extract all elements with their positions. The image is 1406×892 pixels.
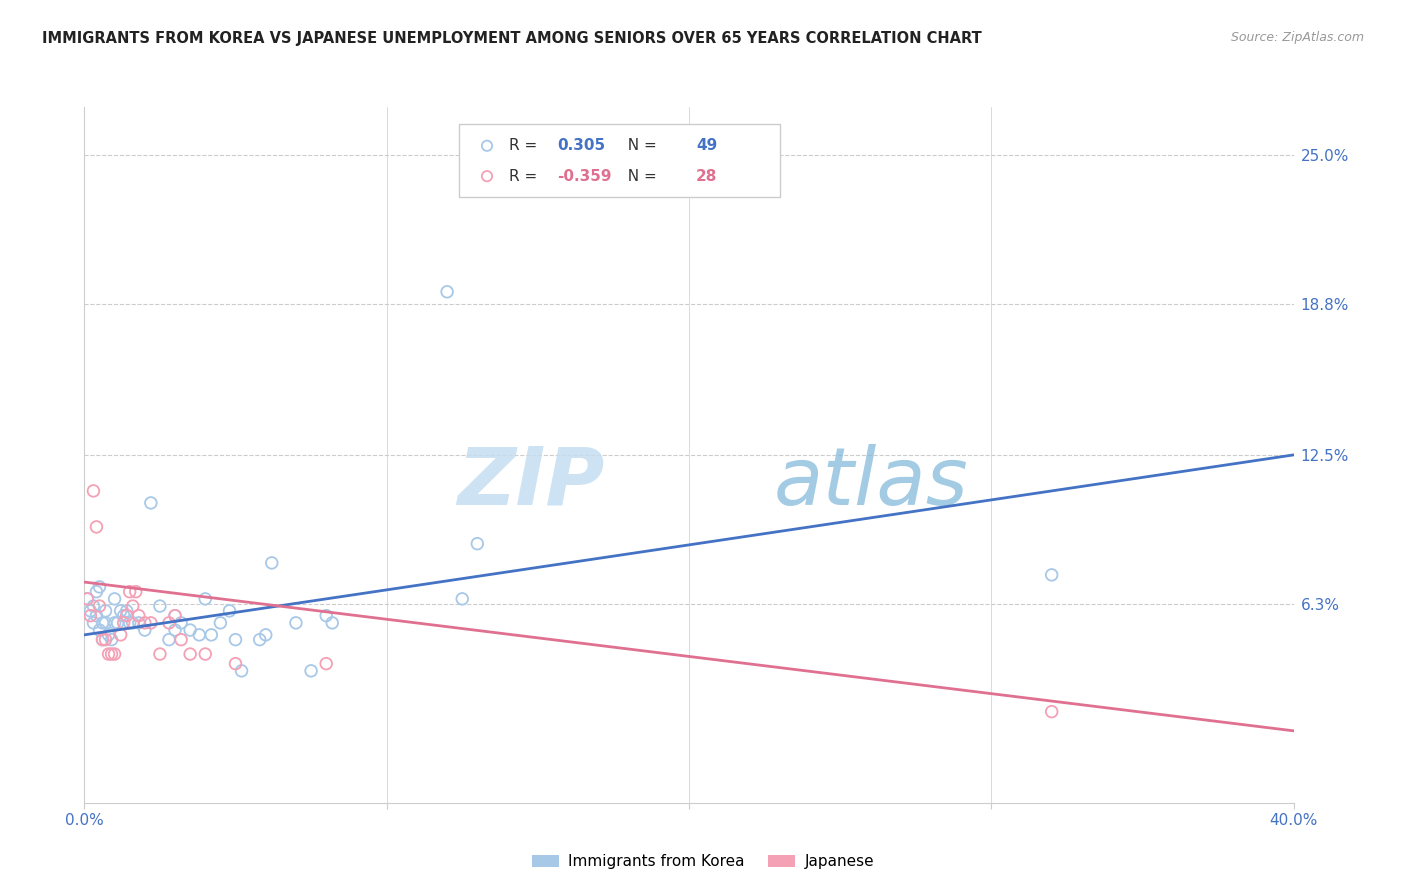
Point [315, 608, 337, 623]
Point [121, 615, 143, 630]
Text: R =: R = [509, 169, 541, 184]
Text: ZIP: ZIP [457, 443, 605, 522]
Point [254, 628, 277, 642]
Text: IMMIGRANTS FROM KOREA VS JAPANESE UNEMPLOYMENT AMONG SENIORS OVER 65 YEARS CORRE: IMMIGRANTS FROM KOREA VS JAPANESE UNEMPL… [42, 31, 981, 46]
Point [89, 580, 111, 594]
Point [89, 599, 111, 613]
Point [104, 647, 127, 661]
Point [170, 632, 193, 647]
Point [321, 615, 343, 630]
FancyBboxPatch shape [460, 124, 780, 197]
Point [100, 647, 122, 661]
Point [82, 615, 104, 630]
Point [100, 632, 122, 647]
Point [225, 632, 247, 647]
Point [86, 520, 108, 534]
Point [82, 483, 104, 498]
Point [91, 632, 114, 647]
Point [467, 537, 489, 551]
Point [1040, 567, 1063, 582]
Point [112, 608, 135, 623]
Point [299, 664, 322, 678]
Point [209, 615, 232, 630]
Point [179, 647, 201, 661]
Text: Source: ZipAtlas.com: Source: ZipAtlas.com [1230, 31, 1364, 45]
Point [139, 496, 162, 510]
Point [134, 623, 156, 637]
Text: R =: R = [509, 138, 541, 153]
Point [104, 615, 127, 630]
Point [260, 556, 283, 570]
Point [1040, 705, 1063, 719]
Point [165, 608, 187, 623]
Point [125, 584, 148, 599]
Point [128, 615, 150, 630]
Point [134, 615, 156, 630]
Point [225, 657, 247, 671]
Point [139, 615, 162, 630]
Point [107, 615, 129, 630]
Point [170, 615, 193, 630]
Point [149, 647, 172, 661]
Point [94, 615, 117, 630]
Point [188, 628, 211, 642]
Point [97, 628, 120, 642]
Text: -0.359: -0.359 [557, 169, 612, 184]
Point [94, 632, 117, 647]
Point [104, 591, 127, 606]
Point [179, 623, 201, 637]
Point [115, 604, 138, 618]
Point [200, 628, 222, 642]
Point [112, 615, 135, 630]
Point [249, 632, 271, 647]
Point [79, 604, 101, 618]
Point [165, 608, 187, 623]
Point [315, 657, 337, 671]
Text: N =: N = [617, 138, 661, 153]
Point [285, 615, 308, 630]
Point [436, 285, 458, 299]
Point [110, 604, 132, 618]
Point [157, 615, 180, 630]
Point [218, 604, 240, 618]
Point [194, 647, 217, 661]
Point [86, 608, 108, 623]
Point [118, 584, 141, 599]
Point [110, 628, 132, 642]
Point [118, 615, 141, 630]
Point [91, 615, 114, 630]
Point [86, 584, 108, 599]
Point [91, 632, 114, 647]
Text: 28: 28 [696, 169, 717, 184]
Point [194, 591, 217, 606]
Point [79, 608, 101, 623]
Text: N =: N = [617, 169, 661, 184]
Text: 49: 49 [696, 138, 717, 153]
Point [76, 591, 98, 606]
Point [89, 623, 111, 637]
Point [231, 664, 253, 678]
Text: atlas: atlas [773, 443, 969, 522]
Point [157, 632, 180, 647]
Point [94, 604, 117, 618]
Point [128, 608, 150, 623]
Text: 0.305: 0.305 [557, 138, 605, 153]
Point [115, 608, 138, 623]
Point [97, 647, 120, 661]
Point [121, 599, 143, 613]
Legend: Immigrants from Korea, Japanese: Immigrants from Korea, Japanese [526, 848, 880, 875]
Point [451, 591, 474, 606]
Point [149, 599, 172, 613]
Point [82, 599, 104, 613]
Point [165, 623, 187, 637]
Point [76, 591, 98, 606]
